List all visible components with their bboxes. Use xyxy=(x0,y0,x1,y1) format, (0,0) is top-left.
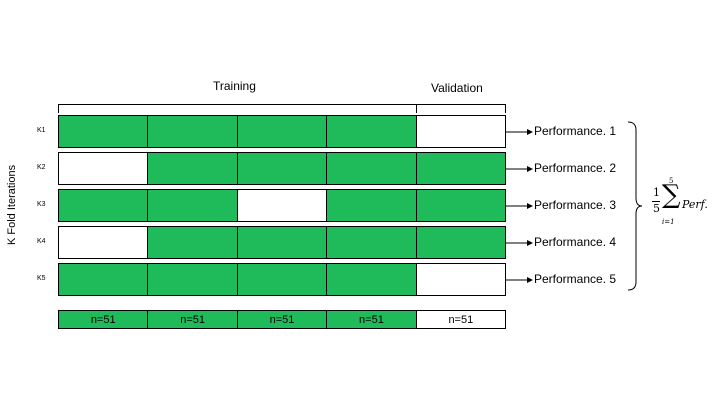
training-block xyxy=(59,264,149,295)
count-cell: n=51 xyxy=(59,311,149,328)
training-block xyxy=(148,116,238,147)
performance-label: Performance. 1 xyxy=(534,124,617,138)
validation-block xyxy=(237,190,328,221)
training-header: Training xyxy=(213,79,256,93)
training-block xyxy=(148,227,238,258)
training-block xyxy=(59,190,149,221)
training-block xyxy=(148,264,238,295)
performance-label: Performance. 2 xyxy=(534,161,617,175)
validation-header: Validation xyxy=(431,81,483,95)
training-block xyxy=(327,264,417,295)
training-bracket xyxy=(58,104,417,113)
count-cell: n=51 xyxy=(327,311,417,328)
count-cell: n=51 xyxy=(416,311,506,328)
training-block xyxy=(237,227,328,258)
fold-label: K2 xyxy=(37,164,46,171)
arrow-icon xyxy=(506,129,533,135)
sum-symbol: ∑ xyxy=(662,180,681,210)
fold-label: K4 xyxy=(37,238,46,245)
training-block xyxy=(148,153,238,184)
sum-term: Perf. xyxy=(682,198,708,211)
count-cell: n=51 xyxy=(237,311,328,328)
fold-row xyxy=(58,189,506,222)
fold-label: K3 xyxy=(37,201,46,208)
average-formula: 1 5 5 ∑ i=1 Perf. xyxy=(651,177,720,230)
training-block xyxy=(59,116,149,147)
fraction-denominator: 5 xyxy=(653,202,660,215)
y-axis-label: K Fold Iterations xyxy=(6,164,18,245)
performance-label: Performance. 5 xyxy=(534,272,617,286)
validation-block xyxy=(59,227,149,258)
fraction-numerator: 1 xyxy=(653,186,660,199)
training-block xyxy=(148,190,238,221)
performance-label: Performance. 4 xyxy=(534,235,617,249)
validation-block xyxy=(59,153,149,184)
validation-block xyxy=(416,264,506,295)
fold-label: K1 xyxy=(37,127,46,134)
fold-row xyxy=(58,115,506,148)
training-block xyxy=(327,227,417,258)
training-block xyxy=(237,153,328,184)
training-block xyxy=(237,264,328,295)
fold-label: K5 xyxy=(37,275,46,282)
training-block xyxy=(237,116,328,147)
count-cell: n=51 xyxy=(148,311,238,328)
arrow-icon xyxy=(506,277,533,283)
arrow-icon xyxy=(506,203,533,209)
sum-upper-limit: 5 xyxy=(669,177,674,185)
validation-bracket xyxy=(416,104,506,113)
training-block xyxy=(327,153,417,184)
validation-block xyxy=(416,116,506,147)
count-row: n=51 n=51 n=51 n=51 n=51 xyxy=(58,310,506,329)
fold-row xyxy=(58,152,506,185)
training-block xyxy=(327,116,417,147)
sum-lower-limit: i=1 xyxy=(662,218,675,226)
arrow-icon xyxy=(506,240,533,246)
performance-brace xyxy=(627,121,643,291)
arrow-icon xyxy=(506,166,533,172)
performance-label: Performance. 3 xyxy=(534,198,617,212)
fold-row xyxy=(58,226,506,259)
fraction-bar xyxy=(652,201,660,202)
training-block xyxy=(416,227,506,258)
training-block xyxy=(327,190,417,221)
fold-row xyxy=(58,263,506,296)
training-block xyxy=(416,190,506,221)
training-block xyxy=(416,153,506,184)
